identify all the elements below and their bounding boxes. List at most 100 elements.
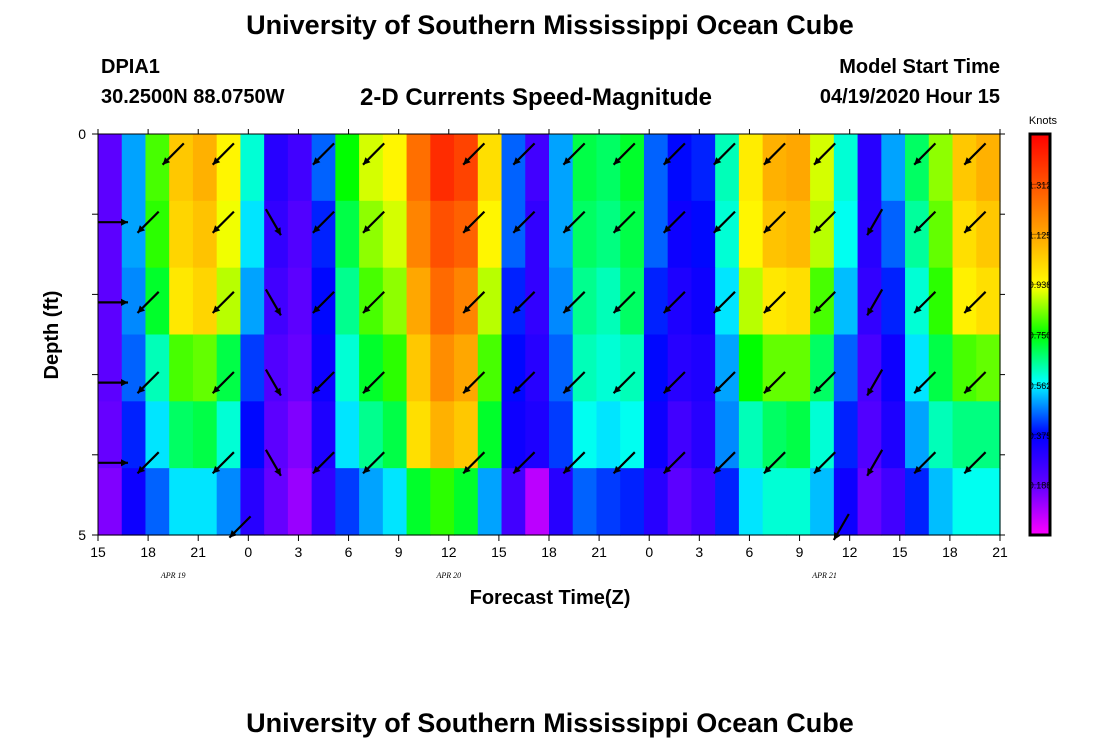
current-arrow bbox=[612, 291, 636, 314]
heatmap-cell bbox=[264, 468, 289, 536]
colorbar-tick-label: 1.125 bbox=[1029, 230, 1052, 240]
current-arrow bbox=[612, 451, 636, 475]
heatmap-cell bbox=[952, 468, 977, 536]
x-tick-label: 21 bbox=[992, 544, 1008, 560]
x-tick-label: 18 bbox=[541, 544, 557, 560]
current-arrow bbox=[713, 371, 736, 394]
current-arrow bbox=[98, 218, 128, 226]
heatmap-cell bbox=[572, 134, 598, 202]
colorbar-tick-label: 0.750 bbox=[1029, 331, 1052, 341]
heatmap-cell bbox=[928, 468, 954, 536]
heatmap-cell bbox=[382, 334, 408, 402]
heatmap-cell bbox=[857, 134, 882, 202]
heatmap-cell bbox=[501, 401, 526, 469]
heatmap-cell bbox=[810, 468, 835, 536]
heatmap-cell bbox=[738, 134, 764, 202]
heatmap-cell bbox=[620, 401, 645, 469]
heatmap-cell bbox=[786, 200, 811, 269]
heatmap-cell bbox=[216, 468, 242, 536]
x-tick-label: 3 bbox=[295, 544, 303, 560]
current-arrow bbox=[312, 451, 335, 475]
heatmap-cell bbox=[691, 334, 716, 402]
heatmap-cell bbox=[98, 134, 123, 202]
heatmap-cell bbox=[287, 267, 313, 336]
current-arrow bbox=[662, 291, 686, 314]
current-arrow bbox=[562, 451, 586, 475]
current-arrow bbox=[866, 208, 884, 236]
heatmap-cell bbox=[572, 200, 598, 269]
heatmap-cell bbox=[667, 134, 693, 202]
heatmap-cell bbox=[786, 134, 811, 202]
heatmap-cell bbox=[549, 334, 574, 402]
heatmap-cell bbox=[928, 267, 954, 336]
heatmap-cell bbox=[620, 134, 645, 202]
heatmap-cell bbox=[359, 468, 384, 536]
heatmap-cell bbox=[928, 134, 954, 202]
heatmap-cell bbox=[905, 401, 930, 469]
footer-title: University of Southern Mississippi Ocean… bbox=[246, 708, 854, 738]
heatmap-cell bbox=[952, 267, 977, 336]
current-arrow bbox=[512, 210, 536, 234]
heatmap-cell bbox=[240, 401, 265, 469]
current-arrow bbox=[312, 291, 335, 314]
current-arrow bbox=[136, 371, 160, 394]
current-arrow bbox=[713, 210, 736, 234]
heatmap-cell bbox=[311, 401, 336, 469]
heatmap-cell bbox=[549, 200, 574, 269]
heatmap-cell bbox=[359, 401, 384, 469]
heatmap-cell bbox=[240, 200, 265, 269]
heatmap-cell bbox=[335, 267, 360, 336]
heatmap-cell bbox=[145, 401, 170, 469]
heatmap-cell bbox=[454, 134, 479, 202]
heatmap-cell bbox=[501, 468, 526, 536]
heatmap-cell bbox=[382, 134, 408, 202]
current-arrow bbox=[913, 142, 937, 166]
heatmap-cell bbox=[406, 267, 431, 336]
current-arrow bbox=[562, 142, 586, 166]
current-arrow bbox=[713, 291, 736, 314]
heatmap-cell bbox=[525, 267, 550, 336]
heatmap-cell bbox=[738, 334, 764, 402]
heatmap-cell bbox=[715, 401, 740, 469]
heatmap-cell bbox=[454, 200, 479, 269]
current-arrow bbox=[913, 210, 937, 234]
current-arrow bbox=[161, 142, 185, 166]
x-tick-label: 15 bbox=[491, 544, 507, 560]
heatmap-cell bbox=[976, 468, 1001, 536]
heatmap-cell bbox=[430, 200, 455, 269]
heatmap-cell bbox=[738, 200, 764, 269]
heatmap-cell bbox=[454, 468, 479, 536]
heatmap-cell bbox=[525, 334, 550, 402]
chart-title: 2-D Currents Speed-Magnitude bbox=[360, 84, 713, 111]
heatmap-cell bbox=[691, 267, 716, 336]
heatmap-cell bbox=[667, 200, 693, 269]
heatmap-cell bbox=[192, 468, 218, 536]
current-arrow bbox=[462, 371, 486, 394]
heatmap-cell bbox=[596, 468, 621, 536]
x-tick-label: 6 bbox=[746, 544, 754, 560]
current-arrow bbox=[362, 142, 385, 166]
current-arrow bbox=[362, 291, 385, 314]
heatmap-cell bbox=[430, 267, 455, 336]
current-arrow bbox=[211, 291, 235, 314]
heatmap-cell bbox=[857, 200, 882, 269]
heatmap-cell bbox=[620, 200, 645, 269]
heatmap-cell bbox=[430, 468, 455, 536]
current-arrow bbox=[713, 142, 736, 166]
heatmap-cell bbox=[762, 468, 787, 536]
heatmap-cell bbox=[952, 334, 977, 402]
heatmap-cell bbox=[905, 200, 930, 269]
heatmap-cells bbox=[98, 134, 1001, 536]
heatmap-cell bbox=[857, 468, 882, 536]
heatmap-cell bbox=[667, 468, 693, 536]
current-arrow bbox=[264, 288, 282, 316]
date-label: APR 20 bbox=[435, 571, 461, 580]
heatmap-cell bbox=[477, 134, 503, 202]
heatmap-cell bbox=[169, 468, 194, 536]
heatmap-cell bbox=[810, 334, 835, 402]
heatmap-cell bbox=[192, 134, 218, 202]
heatmap-cell bbox=[145, 334, 170, 402]
current-arrow bbox=[362, 371, 385, 394]
current-arrow bbox=[462, 451, 486, 475]
